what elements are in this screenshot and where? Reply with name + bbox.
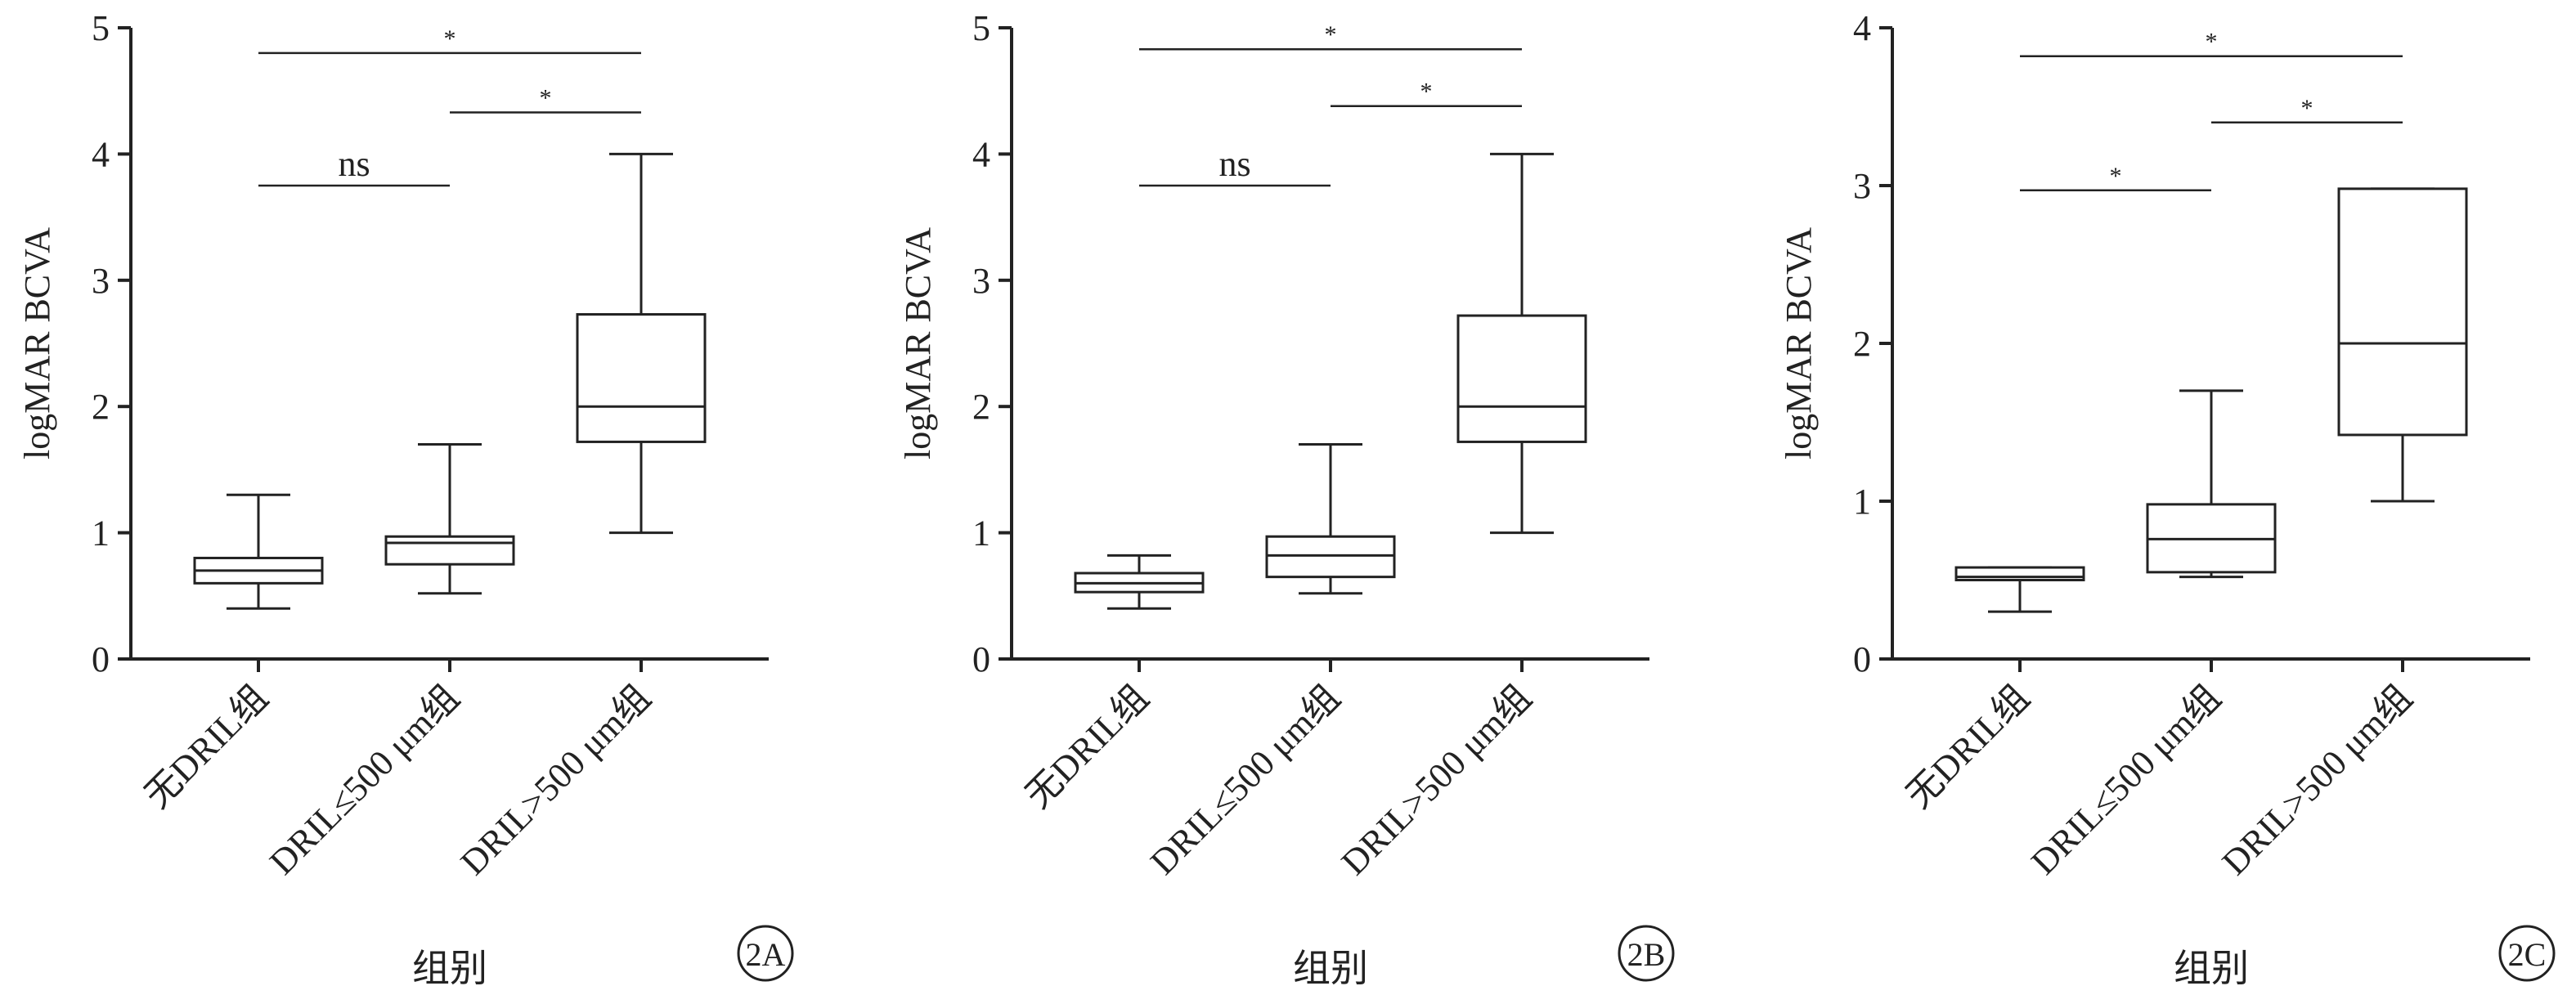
y-tick-label: 3 [92,261,110,301]
x-axis-label: 组别 [1293,948,1368,989]
comparison-label: * [540,84,552,111]
x-tick-label: DRIL≤500 μm组 [262,677,467,882]
comparison-label: ns [338,144,370,184]
x-axis-label: 组别 [2174,948,2249,989]
y-tick-label: 3 [972,261,990,301]
x-tick-label: 无DRIL组 [137,677,276,815]
y-tick-label: 5 [972,8,990,48]
y-tick-label: 1 [92,513,110,554]
y-tick-label: 0 [92,639,110,679]
box [576,312,707,443]
comparison-label: * [2301,95,2313,122]
y-axis-label: logMAR BCVA [1779,227,1819,459]
x-tick-label: 无DRIL组 [1899,677,2037,815]
y-tick-label: 2 [92,387,110,427]
box [1456,314,1587,443]
y-tick-label: 3 [1853,166,1871,206]
x-tick-label: DRIL≤500 μm组 [1142,677,1348,882]
x-tick-label: DRIL>500 μm组 [1334,677,1539,882]
y-tick-label: 1 [1853,482,1871,522]
y-tick-label: 4 [1853,8,1871,48]
y-tick-label: 4 [972,134,990,174]
panel-label: 2A [746,936,786,973]
x-tick-label: DRIL≤500 μm组 [2023,677,2228,882]
y-tick-label: 1 [972,513,990,554]
y-tick-label: 0 [1853,639,1871,679]
x-tick-label: 无DRIL组 [1018,677,1156,815]
panel-label: 2B [1627,936,1666,973]
comparison-label: * [1420,78,1433,105]
box [2337,187,2468,437]
y-axis-label: logMAR BCVA [898,227,938,459]
y-tick-label: 4 [92,134,110,174]
x-tick-label: DRIL>500 μm组 [453,677,658,882]
x-tick-label: DRIL>500 μm组 [2215,677,2420,882]
comparison-label: * [2110,163,2122,190]
comparison-label: * [444,25,456,52]
comparison-label: * [1325,21,1337,48]
panel-label: 2C [2508,936,2547,973]
x-axis-label: 组别 [412,948,487,989]
y-axis-label: logMAR BCVA [17,227,57,459]
box [1954,566,2085,581]
box [1265,535,1396,579]
y-tick-label: 5 [92,8,110,48]
comparison-label: ns [1218,144,1250,184]
y-tick-label: 2 [972,387,990,427]
box [384,535,515,566]
comparison-label: * [2206,29,2218,56]
y-tick-label: 0 [972,639,990,679]
panel-badge [1618,925,1675,982]
panel-badge [737,925,794,982]
y-tick-label: 2 [1853,324,1871,364]
panel-badge [2498,925,2556,982]
